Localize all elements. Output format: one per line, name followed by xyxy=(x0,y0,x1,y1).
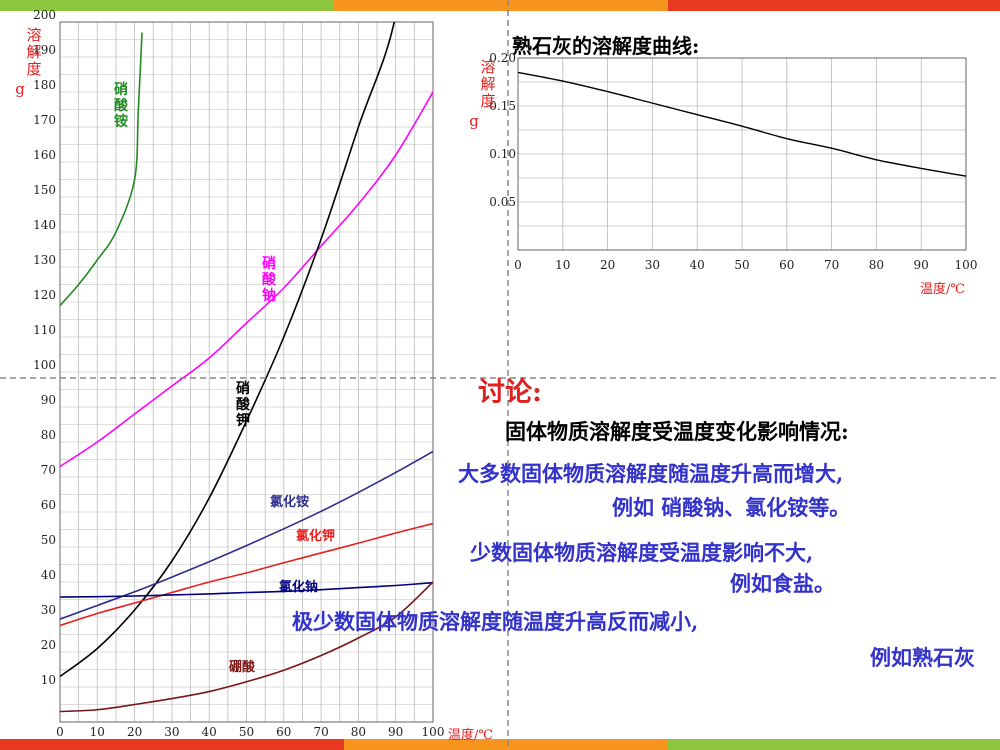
lime-y-label-char-1: 溶 xyxy=(480,58,496,76)
discussion-line-3-example: 例如熟石灰 xyxy=(870,645,975,670)
lime-y-tick-label: 0.15 xyxy=(489,99,516,113)
main-y-tick-label: 170 xyxy=(33,113,56,127)
series-label-sodium-nitrate: 硝酸钠 xyxy=(262,256,276,304)
main-y-tick-label: 20 xyxy=(41,638,56,652)
top-stripe-red xyxy=(668,0,1000,11)
lime-x-tick-label: 30 xyxy=(645,258,660,272)
top-stripe-orange xyxy=(334,0,668,11)
lime-x-tick-label: 90 xyxy=(914,258,929,272)
main-y-tick-label: 140 xyxy=(33,218,56,232)
main-x-tick-label: 90 xyxy=(388,725,403,739)
main-plot-frame xyxy=(59,21,434,723)
main-y-tick-label: 10 xyxy=(41,673,56,687)
main-y-label-unit: g xyxy=(15,80,25,98)
lime-chart-grid xyxy=(517,57,967,251)
main-y-label-char-3: 度 xyxy=(26,60,42,78)
main-y-tick-label: 190 xyxy=(33,43,56,57)
series-label-ammonium-nitrate: 硝酸铵 xyxy=(114,82,128,130)
lime-x-axis-label: 温度/℃ xyxy=(920,282,965,297)
series-label-sodium-chloride: 氯化钠 xyxy=(279,580,319,595)
main-y-tick-label: 40 xyxy=(41,568,56,582)
main-y-tick-label: 180 xyxy=(33,78,56,92)
series-label-ammonium-chloride: 氯化铵 xyxy=(270,495,310,510)
discussion-line-1: 大多数固体物质溶解度随温度升高而增大, xyxy=(458,461,844,486)
main-y-tick-label: 120 xyxy=(33,288,56,302)
series-label-potassium-nitrate: 硝酸钾 xyxy=(236,381,250,429)
main-x-tick-label: 40 xyxy=(202,725,217,739)
main-y-tick-label: 100 xyxy=(33,358,56,372)
series-line-氯化钾 xyxy=(60,522,433,627)
lime-x-tick-label: 50 xyxy=(734,258,749,272)
lime-series-line xyxy=(517,71,967,177)
main-x-tick-label: 10 xyxy=(90,725,105,739)
lime-plot-frame xyxy=(517,57,967,251)
main-y-label-char-2: 解 xyxy=(26,43,42,61)
main-y-tick-label: 80 xyxy=(41,428,56,442)
main-y-tick-label: 50 xyxy=(41,533,56,547)
discussion-line-2-example: 例如食盐。 xyxy=(730,571,835,596)
bottom-stripe-orange xyxy=(344,739,668,750)
series-line-硼酸 xyxy=(60,581,433,713)
main-x-axis-label: 温度/℃ xyxy=(448,728,493,743)
lime-y-label-unit: g xyxy=(469,112,479,130)
lime-x-tick-label: 60 xyxy=(779,258,794,272)
lime-y-tick-label: 0.20 xyxy=(489,51,516,65)
lime-chart-curve xyxy=(517,71,967,177)
main-chart-curves xyxy=(60,22,433,713)
main-y-tick-label: 70 xyxy=(41,463,56,477)
discussion-line-3: 极少数固体物质溶解度随温度升高反而减小, xyxy=(292,609,699,634)
series-label-boric-acid: 硼酸 xyxy=(229,660,256,675)
main-y-tick-label: 160 xyxy=(33,148,56,162)
lime-x-tick-label: 10 xyxy=(555,258,570,272)
main-y-tick-label: 200 xyxy=(33,8,56,22)
lime-x-tick-label: 0 xyxy=(514,258,522,272)
discussion-heading: 讨论: xyxy=(478,377,542,408)
bottom-stripe-red xyxy=(0,739,344,750)
main-y-tick-label: 60 xyxy=(41,498,56,512)
lime-y-label-char-3: 度 xyxy=(480,92,496,110)
main-x-tick-label: 0 xyxy=(56,725,64,739)
series-line-硝酸钾 xyxy=(60,22,396,678)
main-x-tick-label: 20 xyxy=(127,725,142,739)
lime-x-tick-label: 70 xyxy=(824,258,839,272)
lime-chart-ticks: 0.05 0.10 0.15 0.20 0 10 20 30 40 50 60 70 80 90 100 xyxy=(489,51,977,272)
main-y-tick-label: 110 xyxy=(33,323,56,337)
lime-x-tick-label: 100 xyxy=(955,258,978,272)
main-x-tick-label: 70 xyxy=(313,725,328,739)
main-x-tick-label: 30 xyxy=(164,725,179,739)
main-y-tick-label: 150 xyxy=(33,183,56,197)
lime-x-tick-label: 40 xyxy=(690,258,705,272)
lime-x-tick-label: 20 xyxy=(600,258,615,272)
lime-chart-title: 熟石灰的溶解度曲线: xyxy=(512,34,700,58)
discussion-subheading: 固体物质溶解度受温度变化影响情况: xyxy=(505,419,849,444)
main-y-tick-label: 130 xyxy=(33,253,56,267)
main-chart-grid xyxy=(59,21,434,723)
main-x-tick-label: 50 xyxy=(239,725,254,739)
main-x-tick-label: 60 xyxy=(276,725,291,739)
lime-y-label-char-2: 解 xyxy=(480,75,496,93)
main-x-tick-label: 80 xyxy=(351,725,366,739)
main-chart-ticks: 1020304050607080901001101201301401501601… xyxy=(33,8,444,739)
series-label-potassium-chloride: 氯化钾 xyxy=(296,529,336,544)
main-y-tick-label: 30 xyxy=(41,603,56,617)
series-line-硝酸铵 xyxy=(60,32,143,307)
main-y-tick-label: 90 xyxy=(41,393,56,407)
series-line-硝酸钠 xyxy=(60,91,433,468)
discussion-line-2: 少数固体物质溶解度受温度影响不大, xyxy=(470,540,814,565)
series-line-氯化钠 xyxy=(60,581,433,598)
lime-y-tick-label: 0.05 xyxy=(489,195,516,209)
discussion-line-1-example: 例如 硝酸钠、氯化铵等。 xyxy=(612,495,851,520)
bottom-stripe-green xyxy=(668,739,1000,750)
main-y-label-char-1: 溶 xyxy=(26,26,42,44)
top-stripe-green xyxy=(0,0,334,11)
main-x-tick-label: 100 xyxy=(422,725,445,739)
lime-x-tick-label: 80 xyxy=(869,258,884,272)
lime-y-tick-label: 0.10 xyxy=(489,147,516,161)
